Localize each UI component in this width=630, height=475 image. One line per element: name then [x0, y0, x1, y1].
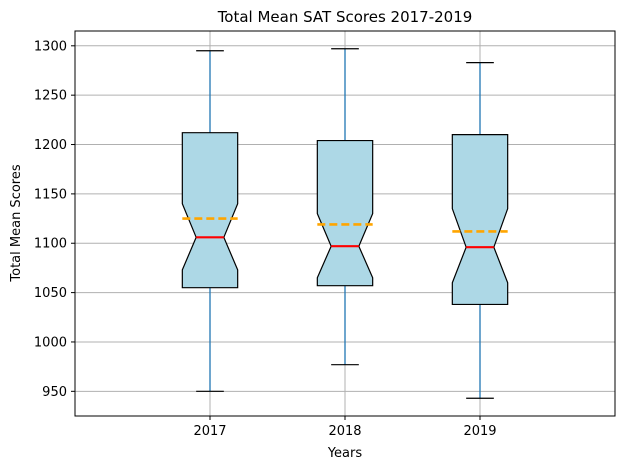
y-tick-label: 1000 [34, 335, 67, 350]
y-tick-label: 1300 [34, 39, 67, 54]
y-tick-label: 1150 [34, 187, 67, 202]
notched-box [451, 134, 509, 306]
box-group-2019 [451, 61, 509, 399]
y-tick-label: 1050 [34, 286, 67, 301]
y-tick-label: 1200 [34, 138, 67, 153]
notched-box [316, 139, 374, 287]
x-tick-label: 2019 [463, 424, 496, 439]
notched-box [181, 132, 239, 289]
y-axis-label: Total Mean Scores [9, 164, 24, 282]
x-tick-label: 2018 [328, 424, 361, 439]
x-axis-label: Years [327, 446, 363, 461]
box-group-2018 [316, 48, 374, 366]
y-tick-label: 1100 [34, 237, 67, 252]
box-group-2017 [181, 50, 239, 392]
x-tick-label: 2017 [193, 424, 226, 439]
y-tick-label: 1250 [34, 89, 67, 104]
chart-title: Total Mean SAT Scores 2017-2019 [217, 8, 473, 26]
y-tick-label: 950 [42, 385, 67, 400]
